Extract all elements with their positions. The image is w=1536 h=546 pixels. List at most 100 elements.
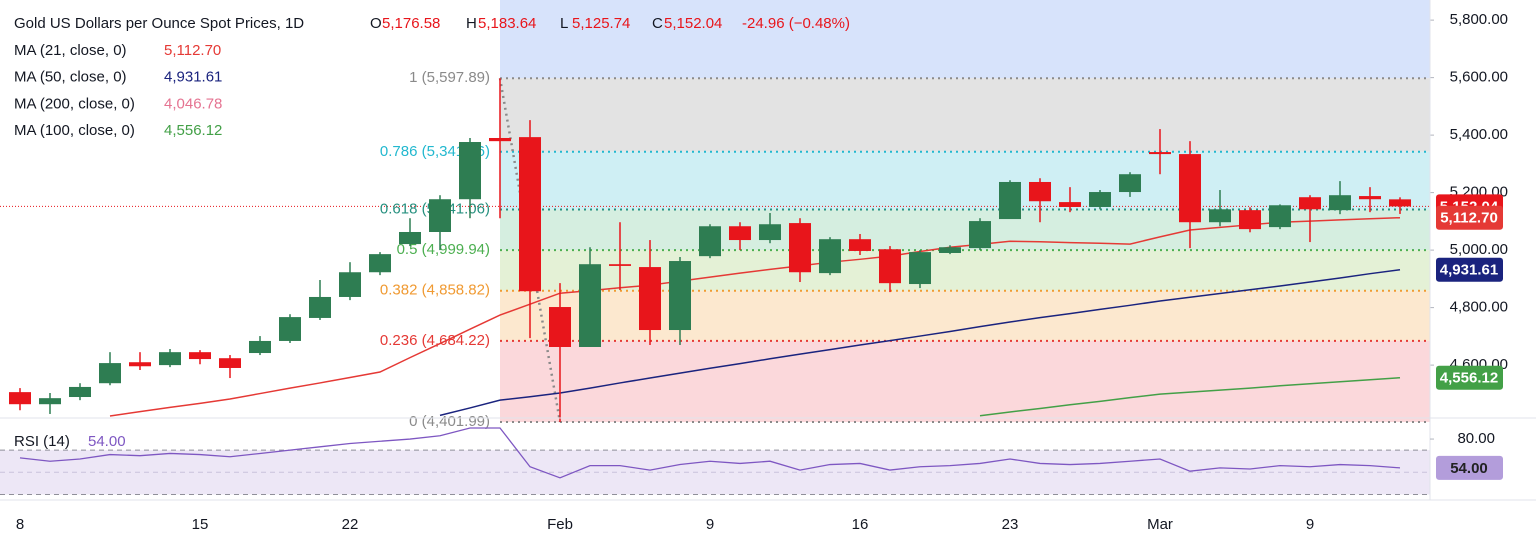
fib-level-label: 0 (4,401.99) [409, 413, 490, 430]
candle-body [1179, 154, 1201, 223]
x-tick-label: 15 [192, 516, 209, 533]
candle-body [1389, 199, 1411, 207]
x-tick-label: 9 [1306, 516, 1314, 533]
legend-value: 4,931.61 [164, 69, 222, 86]
candle-body [1359, 196, 1381, 200]
candle-body [669, 261, 691, 331]
candle-body [309, 296, 331, 318]
rsi-badge [1436, 455, 1503, 480]
candle-body [399, 231, 421, 245]
x-tick-label: Feb [547, 516, 573, 533]
ohlc-key: L [560, 15, 568, 32]
ohlc-key: O [370, 15, 382, 32]
x-tick-label: 22 [342, 516, 359, 533]
candle-body [999, 181, 1021, 220]
x-tick-label: 16 [852, 516, 869, 533]
y-tick-label: 4,800.00 [1450, 299, 1508, 316]
plot-area: 1 (5,597.89)0.786 (5,341.96)0.618 (5,141… [9, 69, 1411, 479]
candle-body [939, 247, 961, 253]
price-badge [1436, 257, 1503, 282]
rsi-name: RSI (14) [14, 433, 70, 450]
candle-body [819, 239, 841, 274]
candle-body [1119, 174, 1141, 193]
legend-name: MA (200, close, 0) [14, 95, 135, 112]
candle-body [1269, 205, 1291, 228]
candle-body [969, 221, 991, 249]
candle-body [1299, 197, 1321, 210]
candle-body [1209, 209, 1231, 223]
chart-title: Gold US Dollars per Ounce Spot Prices, 1… [14, 15, 304, 32]
price-badge-label: 4,556.12 [1440, 370, 1498, 387]
candle-body [519, 137, 541, 292]
legend-name: MA (100, close, 0) [14, 122, 135, 139]
rsi-line [19, 427, 1401, 479]
legend-value: 5,112.70 [164, 42, 221, 59]
ohlc-key: H [466, 15, 477, 32]
candle-body [609, 264, 631, 266]
fib-level-label: 1 (5,597.89) [409, 69, 490, 86]
candle-body [189, 352, 211, 360]
x-tick-label: Mar [1147, 516, 1173, 533]
y-tick-label: 5,400.00 [1450, 126, 1508, 143]
moving-average-line [439, 269, 1401, 417]
fib-top-fill [500, 0, 1430, 79]
candle-body [549, 307, 571, 347]
x-tick-label: 8 [16, 516, 24, 533]
candle-body [579, 264, 601, 347]
candle-body [219, 358, 241, 368]
fib-level-label: 0.236 (4,684.22) [380, 332, 490, 349]
moving-average-line [979, 376, 1401, 417]
candle-body [459, 142, 481, 200]
candle-body [129, 362, 151, 367]
y-tick-label: 5,000.00 [1450, 241, 1508, 258]
candle-body [879, 249, 901, 284]
rsi-value: 54.00 [88, 433, 126, 450]
legend-value: 4,046.78 [164, 95, 222, 112]
price-badge-label: 4,931.61 [1440, 262, 1498, 279]
fib-band [500, 151, 1430, 210]
candle-body [1059, 202, 1081, 207]
ohlc-value: 5,125.74 [572, 15, 630, 32]
rsi-tick-label: 80.00 [1457, 430, 1495, 447]
ohlc-value: 5,183.64 [478, 15, 536, 32]
moving-average-line [109, 216, 1401, 417]
candle-body [1149, 152, 1171, 155]
candle-body [849, 239, 871, 251]
candle-body [279, 317, 301, 341]
legend-name: MA (21, close, 0) [14, 42, 127, 59]
candle-body [1089, 192, 1111, 207]
candle-body [729, 226, 751, 241]
overlay: 5,800.005,600.005,400.005,200.005,000.00… [0, 0, 1536, 533]
candle-body [759, 224, 781, 241]
candle-body [9, 392, 31, 405]
fib-band [500, 340, 1430, 423]
ohlc-value: 5,176.58 [382, 15, 440, 32]
candle-body [1329, 195, 1351, 211]
fib-level-label: 0.5 (4,999.94) [397, 241, 490, 258]
candle-body [69, 386, 91, 398]
price-badge [1436, 365, 1503, 390]
candle-body [339, 272, 361, 297]
price-badge [1436, 205, 1503, 230]
fib-level-label: 0.382 (4,858.82) [380, 282, 490, 299]
y-tick-label: 5,600.00 [1450, 69, 1508, 86]
ohlc-value: 5,152.04 [664, 15, 722, 32]
y-tick-label: 5,800.00 [1450, 11, 1508, 28]
legend-value: 4,556.12 [164, 122, 222, 139]
rsi-badge-label: 54.00 [1450, 460, 1488, 477]
candle-body [489, 137, 511, 142]
x-tick-label: 23 [1002, 516, 1019, 533]
candle-body [1029, 181, 1051, 202]
candle-body [789, 223, 811, 273]
x-tick-label: 9 [706, 516, 714, 533]
candle-body [429, 199, 451, 232]
candle-body [369, 254, 391, 273]
price-badge-label: 5,112.70 [1440, 210, 1498, 227]
candle-body [99, 363, 121, 384]
fib-band [500, 78, 1430, 152]
price-change: -24.96 (−0.48%) [742, 15, 850, 32]
candle-body [639, 267, 661, 331]
ohlc-key: C [652, 15, 663, 32]
candle-body [909, 252, 931, 285]
